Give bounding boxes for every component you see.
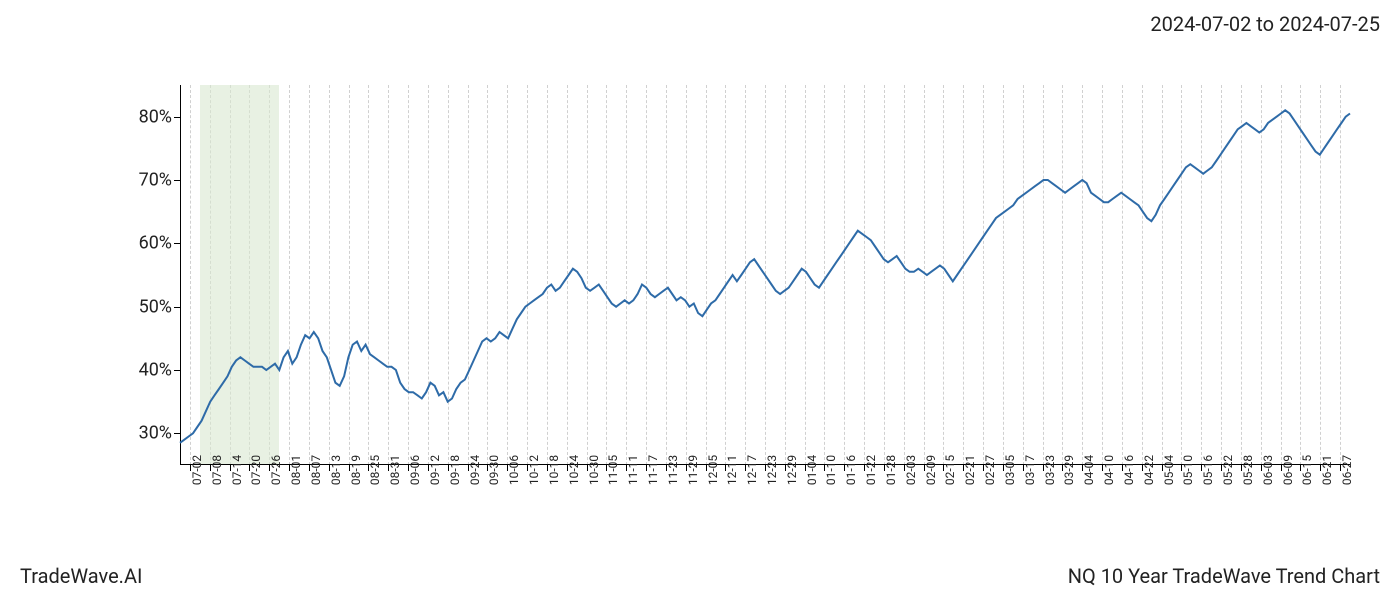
y-tick-mark xyxy=(174,433,180,434)
x-tick-label: 05-16 xyxy=(1201,455,1215,485)
y-tick-label: 30% xyxy=(139,423,172,444)
x-tick-label: 10-18 xyxy=(547,455,561,485)
date-range-label: 2024-07-02 to 2024-07-25 xyxy=(1150,12,1380,36)
y-tick-mark xyxy=(174,180,180,181)
x-tick-label: 03-05 xyxy=(1003,455,1017,485)
x-tick-label: 10-24 xyxy=(567,455,581,485)
x-tick-label: 12-11 xyxy=(725,455,739,485)
x-tick-label: 10-12 xyxy=(527,455,541,485)
x-tick-label: 03-17 xyxy=(1023,455,1037,485)
x-tick-label: 05-04 xyxy=(1162,455,1176,485)
x-tick-label: 06-15 xyxy=(1300,455,1314,485)
trend-line xyxy=(180,110,1350,443)
x-tick-label: 05-10 xyxy=(1181,455,1195,485)
x-tick-label: 07-20 xyxy=(249,455,263,485)
x-tick-label: 09-06 xyxy=(408,455,422,485)
x-tick-label: 04-22 xyxy=(1142,455,1156,485)
x-tick-label: 11-29 xyxy=(686,455,700,485)
x-tick-label: 02-09 xyxy=(924,455,938,485)
x-tick-label: 11-05 xyxy=(606,455,620,485)
x-tick-label: 06-09 xyxy=(1281,455,1295,485)
y-tick-label: 80% xyxy=(139,106,172,127)
y-tick-mark xyxy=(174,307,180,308)
x-tick-label: 09-30 xyxy=(487,455,501,485)
y-tick-label: 40% xyxy=(139,360,172,381)
chart-title: NQ 10 Year TradeWave Trend Chart xyxy=(1068,564,1380,588)
x-tick-label: 04-10 xyxy=(1102,455,1116,485)
y-tick-label: 70% xyxy=(139,170,172,191)
x-tick-label: 09-18 xyxy=(448,455,462,485)
x-tick-label: 07-08 xyxy=(210,455,224,485)
x-tick-label: 04-16 xyxy=(1122,455,1136,485)
x-tick-label: 11-11 xyxy=(626,455,640,485)
x-tick-label: 12-05 xyxy=(706,455,720,485)
x-tick-label: 03-23 xyxy=(1043,455,1057,485)
y-tick-label: 60% xyxy=(139,233,172,254)
x-tick-label: 11-23 xyxy=(666,455,680,485)
x-tick-label: 10-06 xyxy=(507,455,521,485)
y-tick-mark xyxy=(174,243,180,244)
x-tick-label: 08-13 xyxy=(329,455,343,485)
x-tick-label: 11-17 xyxy=(646,455,660,485)
x-tick-label: 12-23 xyxy=(765,455,779,485)
x-tick-label: 06-03 xyxy=(1261,455,1275,485)
x-tick-label: 05-28 xyxy=(1241,455,1255,485)
x-tick-label: 01-16 xyxy=(844,455,858,485)
x-tick-label: 06-21 xyxy=(1320,455,1334,485)
x-tick-label: 07-02 xyxy=(190,455,204,485)
y-tick-mark xyxy=(174,117,180,118)
x-tick-label: 02-21 xyxy=(963,455,977,485)
y-tick-label: 50% xyxy=(139,296,172,317)
x-tick-label: 04-04 xyxy=(1082,455,1096,485)
x-tick-label: 01-28 xyxy=(884,455,898,485)
x-tick-label: 01-10 xyxy=(824,455,838,485)
x-tick-label: 12-17 xyxy=(745,455,759,485)
x-tick-label: 05-22 xyxy=(1221,455,1235,485)
y-tick-mark xyxy=(174,370,180,371)
x-tick-label: 09-24 xyxy=(468,455,482,485)
x-tick-label: 08-07 xyxy=(309,455,323,485)
x-tick-label: 02-27 xyxy=(983,455,997,485)
x-tick-label: 09-12 xyxy=(428,455,442,485)
x-tick-label: 02-15 xyxy=(943,455,957,485)
x-tick-label: 10-30 xyxy=(587,455,601,485)
x-tick-label: 06-27 xyxy=(1340,455,1354,485)
x-tick-label: 07-26 xyxy=(269,455,283,485)
x-tick-label: 02-03 xyxy=(904,455,918,485)
x-tick-label: 12-29 xyxy=(785,455,799,485)
x-tick-label: 07-14 xyxy=(230,455,244,485)
line-chart-svg xyxy=(180,85,1350,465)
x-tick-label: 03-29 xyxy=(1062,455,1076,485)
x-tick-label: 08-01 xyxy=(289,455,303,485)
brand-label: TradeWave.AI xyxy=(20,564,142,588)
x-tick-label: 08-19 xyxy=(349,455,363,485)
x-tick-label: 01-04 xyxy=(805,455,819,485)
x-tick-label: 08-31 xyxy=(388,455,402,485)
x-tick-label: 01-22 xyxy=(864,455,878,485)
x-tick-label: 08-25 xyxy=(368,455,382,485)
